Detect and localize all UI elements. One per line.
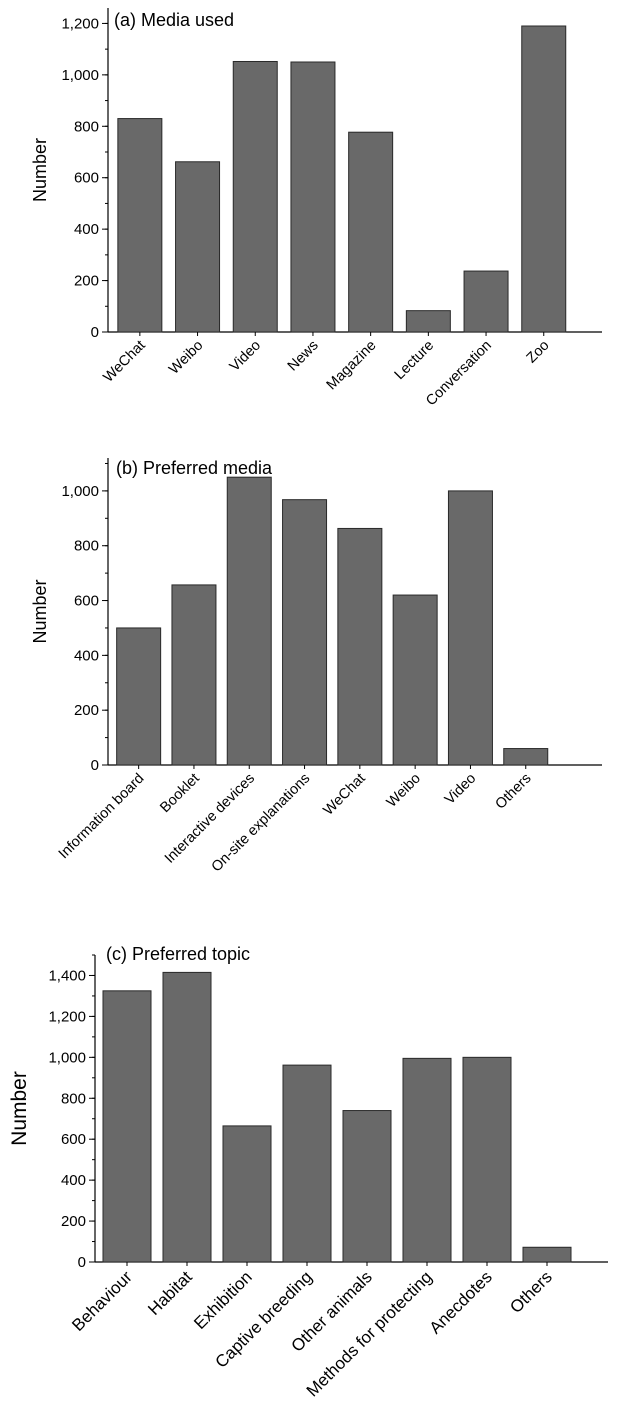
chart-c-y-axis-label: Number	[8, 1071, 31, 1146]
chart-b-y-tick-label: 0	[91, 757, 99, 774]
chart-a-y-tick-label: 200	[74, 273, 99, 290]
chart-a-y-tick-label: 0	[91, 324, 99, 341]
chart-c-title: (c) Preferred topic	[106, 944, 250, 964]
chart-c-bar	[522, 1246, 572, 1263]
chart-c-y-tick-label: 0	[78, 1254, 86, 1271]
chart-b-bar	[392, 594, 438, 766]
chart-c-bar	[162, 971, 212, 1263]
chart-a-x-tick-label: Weibo	[166, 338, 206, 378]
chart-a-bar	[117, 118, 163, 333]
chart-a-bar	[232, 60, 278, 333]
chart-c-y-tick-label: 600	[61, 1131, 86, 1148]
chart-c-x-tick-label: Others	[506, 1267, 556, 1317]
chart-a-bar	[175, 161, 221, 333]
chart-b-y-axis-label: Number	[30, 579, 50, 643]
chart-c-y-tick-label: 1,400	[48, 967, 86, 984]
chart-c-bar	[102, 990, 152, 1263]
chart-b-x-tick-label: WeChat	[321, 771, 369, 819]
chart-a-x-tick-label: Zoo	[524, 338, 553, 367]
chart-b-bar	[116, 627, 162, 766]
chart-c-y-tick-label: 400	[61, 1172, 86, 1189]
chart-c-bar	[402, 1057, 452, 1263]
chart-b-y-tick-label: 200	[74, 702, 99, 719]
chart-a-y-tick-label: 1,200	[61, 15, 99, 32]
chart-b-y-tick-label: 1,000	[61, 483, 99, 500]
chart-b-x-tick-label: Weibo	[384, 771, 424, 811]
chart-c-y-tick-label: 800	[61, 1090, 86, 1107]
chart-a-x-tick-label: Lecture	[392, 338, 438, 384]
chart-b-bar	[282, 499, 328, 766]
chart-c-bar	[342, 1110, 392, 1263]
chart-c-bar	[282, 1064, 332, 1263]
chart-b-bar	[171, 584, 217, 766]
chart-b-title: (b) Preferred media	[116, 458, 273, 478]
chart-c-x-tick-label: Habitat	[144, 1267, 196, 1319]
chart-a-y-axis-label: Number	[30, 138, 50, 202]
chart-c-bar	[222, 1125, 272, 1263]
chart-a-x-tick-label: WeChat	[101, 338, 149, 386]
chart-a-bar	[290, 61, 336, 333]
chart-b-x-tick-label: Video	[442, 771, 479, 808]
chart-c-y-tick-label: 200	[61, 1213, 86, 1230]
chart-a-bar	[348, 131, 394, 333]
chart-c-y-tick-label: 1,000	[48, 1049, 86, 1066]
chart-b-y-tick-label: 800	[74, 538, 99, 555]
chart-b-x-tick-label: On-site explanations	[209, 771, 314, 876]
chart-c-bar	[462, 1056, 512, 1263]
chart-c-y-tick-label: 1,200	[48, 1008, 86, 1025]
chart-a-y-tick-label: 800	[74, 118, 99, 135]
chart-a-bar	[521, 25, 567, 333]
chart-a-title: (a) Media used	[114, 10, 234, 30]
chart-b-bar	[226, 476, 272, 766]
chart-a-x-tick-label: News	[285, 338, 322, 375]
chart-b-bar	[447, 490, 493, 766]
chart-b-y-tick-label: 400	[74, 647, 99, 664]
chart-a-y-tick-label: 600	[74, 170, 99, 187]
chart-b-y-tick-label: 600	[74, 593, 99, 610]
chart-b-bar	[503, 748, 549, 766]
chart-b-x-tick-label: Information board	[56, 771, 148, 863]
chart-a-y-tick-label: 1,000	[61, 67, 99, 84]
chart-a-x-tick-label: Video	[227, 338, 264, 375]
chart-a-y-tick-label: 400	[74, 221, 99, 238]
chart-a-x-tick-label: Magazine	[324, 338, 380, 394]
chart-b-bar	[337, 527, 383, 766]
chart-b-x-tick-label: Others	[492, 771, 534, 813]
chart-c-x-tick-label: Anecdotes	[426, 1267, 496, 1337]
chart-b-x-tick-label: Booklet	[157, 771, 203, 817]
chart-a-bar	[405, 310, 451, 333]
chart-c-x-tick-label: Behaviour	[68, 1267, 136, 1335]
chart-a-bar	[463, 270, 509, 333]
